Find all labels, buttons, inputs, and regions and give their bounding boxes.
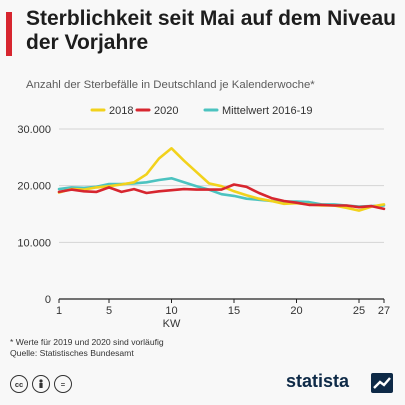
chart-subtitle: Anzahl der Sterbefälle in Deutschland je…: [26, 79, 315, 91]
chart-title: Sterblichkeit seit Mai auf dem Niveau de…: [26, 7, 396, 54]
footnote: * Werte für 2019 und 2020 sind vorläufig: [10, 337, 164, 347]
y-tick-label: 30.000: [17, 124, 51, 136]
y-tick-label: 20.000: [17, 181, 51, 193]
source-note: Quelle: Statistisches Bundesamt: [10, 348, 134, 358]
x-axis-label: KW: [163, 318, 181, 330]
attribution-icon[interactable]: [32, 375, 50, 393]
series-line-2018: [57, 147, 386, 212]
legend-label: Mittelwert 2016-19: [222, 105, 313, 117]
statista-logo-text[interactable]: statista: [286, 371, 350, 391]
legend-label: 2020: [154, 105, 178, 117]
x-tick-label: 27: [378, 305, 390, 317]
x-tick-label: 10: [165, 305, 177, 317]
title-accent-bar: [6, 12, 12, 56]
x-tick-label: 1: [56, 305, 62, 317]
x-tick-label: 25: [353, 305, 365, 317]
series-line-2020: [57, 183, 386, 211]
no-derivatives-icon[interactable]: =: [54, 375, 72, 393]
x-tick-label: 20: [290, 305, 302, 317]
creative-commons-icon[interactable]: cc: [10, 375, 28, 393]
x-tick-label: 15: [228, 305, 240, 317]
legend-label: 2018: [109, 105, 133, 117]
statista-logo-icon[interactable]: [371, 373, 393, 393]
y-tick-label: 0: [45, 294, 51, 306]
y-tick-label: 10.000: [17, 237, 51, 249]
x-tick-label: 5: [106, 305, 112, 317]
series-line-mittelwert-2016-19: [57, 177, 386, 208]
